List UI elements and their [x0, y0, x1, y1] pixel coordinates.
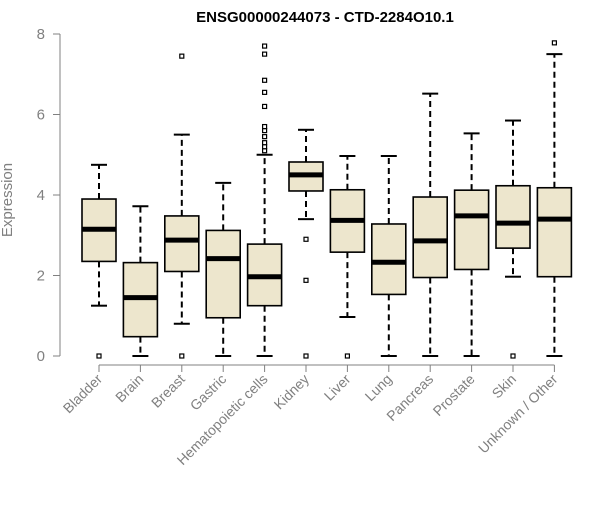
- y-axis: 0 2 4 6 8: [37, 26, 61, 365]
- outlier-point: [303, 236, 309, 242]
- box-group: [329, 154, 366, 359]
- box-group: [412, 92, 449, 357]
- outlier-point: [262, 89, 268, 95]
- x-tick-label: Liver: [321, 371, 354, 404]
- box-group: [495, 119, 531, 359]
- y-tick-label: 0: [37, 348, 45, 365]
- box-group: [536, 40, 573, 357]
- box-group: [205, 181, 241, 357]
- box-group: [81, 163, 117, 359]
- outlier-point: [303, 277, 309, 283]
- box-group: [164, 53, 200, 359]
- x-tick-label: Prostate: [430, 371, 478, 419]
- y-tick-label: 8: [37, 26, 45, 43]
- outlier-point: [262, 140, 268, 146]
- outlier-point: [262, 144, 268, 150]
- x-tick-label: Breast: [148, 371, 188, 411]
- y-axis-label: Expression: [0, 163, 16, 237]
- box-group: [122, 205, 159, 357]
- box-iqr: [370, 223, 407, 296]
- chart-title: ENSG00000244073 - CTD-2284O10.1: [196, 9, 454, 26]
- box-iqr: [453, 189, 490, 271]
- box-group: [453, 132, 490, 357]
- outlier-point: [262, 43, 268, 49]
- outlier-point: [303, 353, 309, 359]
- x-tick-label: Brain: [112, 371, 146, 405]
- y-tick-label: 6: [37, 107, 45, 124]
- box-group: [288, 128, 324, 359]
- x-tick-label: Skin: [489, 371, 520, 402]
- outlier-point: [179, 53, 185, 59]
- y-tick-label: 2: [37, 268, 45, 285]
- outlier-point: [262, 51, 268, 57]
- outlier-point: [262, 134, 268, 140]
- outlier-point: [96, 353, 102, 359]
- box-group: [246, 43, 283, 357]
- x-tick-label: Lung: [362, 371, 395, 404]
- outlier-point: [262, 148, 268, 154]
- box-iqr: [495, 184, 531, 249]
- outlier-point: [344, 353, 350, 359]
- box-iqr: [164, 215, 200, 273]
- box-group: [370, 154, 407, 357]
- outlier-point: [262, 128, 268, 134]
- y-tick-label: 4: [37, 187, 45, 204]
- outlier-point: [262, 103, 268, 110]
- box-iqr: [412, 196, 449, 279]
- x-tick-label: Bladder: [60, 371, 106, 417]
- outlier-point: [262, 77, 268, 83]
- box-series: [81, 40, 573, 359]
- box-iqr: [205, 229, 241, 319]
- outlier-point: [510, 353, 516, 359]
- outlier-point: [551, 40, 558, 46]
- outlier-point: [262, 123, 268, 130]
- outlier-point: [179, 353, 185, 359]
- x-tick-label: Unknown / Other: [475, 371, 561, 457]
- x-tick-label: Kidney: [271, 371, 313, 413]
- box-iqr: [536, 186, 573, 278]
